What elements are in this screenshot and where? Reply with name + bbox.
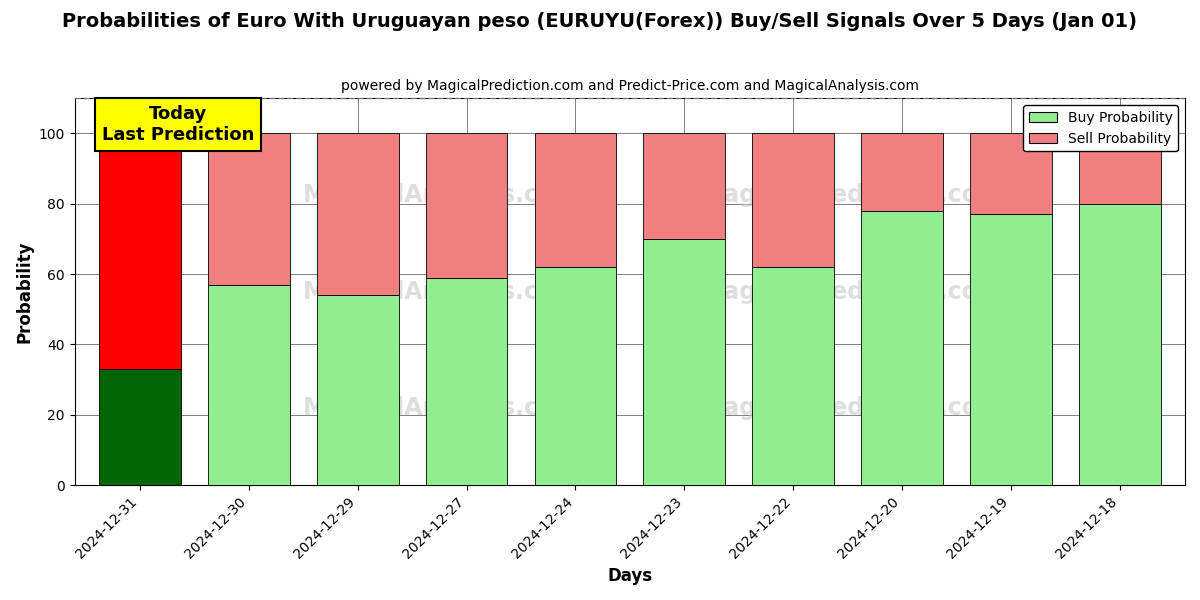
Text: Today
Last Prediction: Today Last Prediction [102,106,254,144]
Y-axis label: Probability: Probability [16,241,34,343]
Text: MagicalAnalysis.com: MagicalAnalysis.com [302,280,580,304]
Bar [100,369,181,485]
Bar [643,239,725,485]
Bar [970,133,1051,214]
Bar [317,295,398,485]
Text: MagicalPrediction.com: MagicalPrediction.com [701,396,1003,420]
Bar [426,133,508,278]
Bar [752,267,834,485]
Legend: Buy Probability, Sell Probability: Buy Probability, Sell Probability [1024,105,1178,151]
Bar [317,133,398,295]
Bar [534,133,617,267]
Bar [862,211,943,485]
Bar [643,133,725,239]
Bar [970,214,1051,485]
Bar [100,133,181,369]
Bar [534,267,617,485]
Text: MagicalPrediction.com: MagicalPrediction.com [701,183,1003,207]
Bar [426,278,508,485]
X-axis label: Days: Days [607,567,653,585]
Text: MagicalPrediction.com: MagicalPrediction.com [701,280,1003,304]
Bar [862,133,943,211]
Bar [208,285,289,485]
Text: MagicalAnalysis.com: MagicalAnalysis.com [302,183,580,207]
Bar [208,133,289,285]
Bar [752,133,834,267]
Bar [1079,204,1160,485]
Title: powered by MagicalPrediction.com and Predict-Price.com and MagicalAnalysis.com: powered by MagicalPrediction.com and Pre… [341,79,919,93]
Bar [1079,133,1160,204]
Text: MagicalAnalysis.com: MagicalAnalysis.com [302,396,580,420]
Text: Probabilities of Euro With Uruguayan peso (EURUYU(Forex)) Buy/Sell Signals Over : Probabilities of Euro With Uruguayan pes… [62,12,1138,31]
